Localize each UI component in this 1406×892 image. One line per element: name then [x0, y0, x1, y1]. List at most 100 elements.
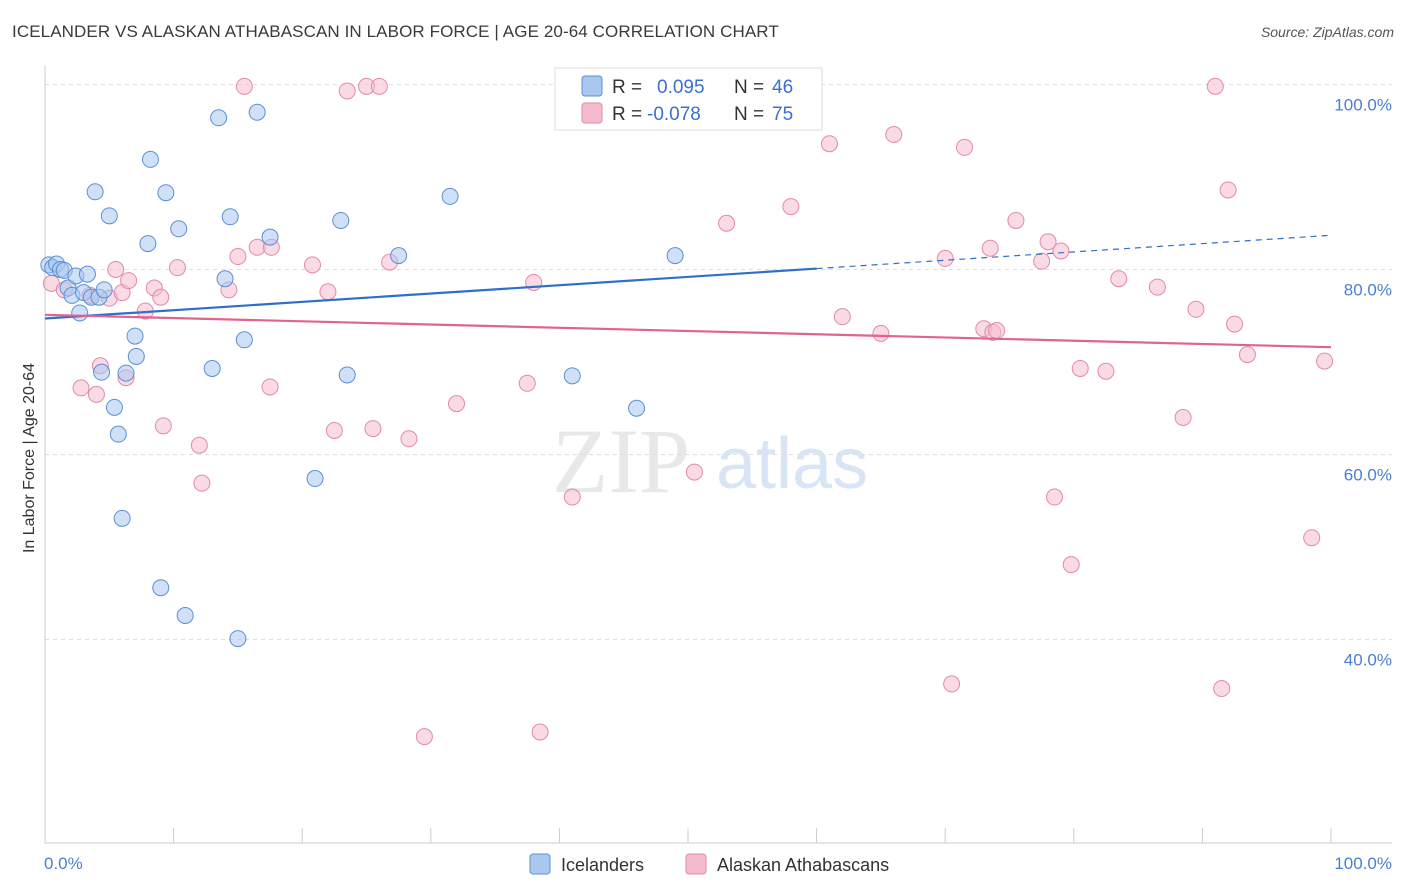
data-point — [78, 265, 96, 283]
legend-r-value-2: -0.078 — [647, 104, 701, 125]
data-point — [319, 283, 337, 301]
data-point — [943, 675, 961, 693]
data-point — [955, 138, 973, 156]
data-point — [235, 331, 253, 349]
data-point — [1071, 359, 1089, 377]
data-point — [1148, 278, 1166, 296]
data-point — [117, 364, 135, 382]
watermark-atlas: atlas — [716, 424, 868, 504]
data-point — [139, 235, 157, 253]
legend-n-value-1: 46 — [772, 77, 793, 98]
data-point — [203, 359, 221, 377]
data-point — [1174, 409, 1192, 426]
data-point — [628, 399, 646, 417]
data-point — [261, 228, 279, 246]
data-point — [1187, 300, 1205, 318]
x-tick-label-min: 0.0% — [44, 854, 83, 873]
data-point — [100, 207, 118, 225]
bottom-legend-icelanders: Icelanders — [561, 855, 644, 875]
legend-n-label-2: N = — [734, 104, 764, 125]
legend-swatch-athabascans — [581, 102, 603, 124]
data-point — [126, 327, 144, 345]
data-point — [216, 270, 234, 288]
data-point — [1226, 315, 1244, 333]
athabascans-trend-line — [44, 313, 1332, 349]
legend-r-label-1: R = — [612, 77, 642, 98]
bottom-swatch-athabascans — [685, 853, 707, 875]
x-tick-labels: 0.0% 100.0% — [44, 854, 1392, 873]
data-point — [370, 77, 388, 95]
alaskan-athabascans-points — [42, 77, 1334, 746]
correlation-legend: R = 0.095 N = 46 R = -0.078 N = 75 — [554, 67, 823, 131]
data-point — [872, 324, 890, 342]
data-point — [685, 463, 703, 481]
y-tick-label: 100.0% — [1334, 96, 1392, 115]
data-point — [1046, 488, 1064, 506]
legend-r-label-2: R = — [612, 104, 642, 125]
y-tick-label: 60.0% — [1344, 466, 1392, 485]
data-point — [415, 728, 433, 746]
data-point — [981, 239, 999, 257]
data-point — [306, 470, 324, 488]
data-point — [390, 247, 408, 265]
data-point — [127, 347, 145, 365]
data-point — [154, 417, 172, 435]
data-point — [1316, 352, 1334, 370]
data-point — [248, 103, 266, 121]
data-point — [221, 208, 239, 226]
data-point — [107, 261, 125, 278]
data-point — [235, 77, 253, 95]
data-point — [72, 379, 90, 397]
data-point — [441, 187, 459, 205]
y-tick-label: 40.0% — [1344, 651, 1392, 670]
data-point — [1052, 242, 1070, 260]
data-point — [261, 378, 279, 396]
data-point — [448, 395, 466, 413]
data-point — [782, 198, 800, 216]
data-point — [152, 288, 170, 306]
data-point — [563, 367, 581, 385]
data-point — [1206, 77, 1224, 95]
data-point — [1303, 529, 1321, 547]
x-ticks — [44, 828, 1332, 843]
y-tick-labels: 40.0% 60.0% 80.0% 100.0% — [1334, 96, 1392, 670]
data-point — [168, 259, 186, 277]
data-point — [332, 211, 350, 229]
legend-r-value-1: 0.095 — [657, 77, 705, 98]
data-point — [113, 509, 131, 527]
data-point — [718, 214, 736, 232]
data-point — [885, 125, 903, 143]
data-point — [364, 420, 382, 438]
data-point — [531, 723, 549, 741]
data-point — [518, 374, 536, 392]
data-point — [152, 579, 170, 597]
data-point — [95, 281, 113, 299]
bottom-legend-athabascans: Alaskan Athabascans — [717, 855, 889, 875]
data-point — [176, 606, 194, 624]
data-point — [109, 425, 127, 443]
data-point — [229, 248, 247, 266]
data-point — [303, 256, 321, 274]
data-point — [1007, 211, 1025, 229]
data-point — [157, 184, 175, 202]
data-point — [1039, 233, 1057, 251]
data-point — [563, 488, 581, 506]
icelanders-trend-line — [44, 267, 817, 320]
data-point — [87, 385, 105, 403]
data-point — [338, 82, 356, 100]
x-tick-label-max: 100.0% — [1334, 854, 1392, 873]
data-point — [1213, 680, 1231, 698]
data-point — [1110, 270, 1128, 288]
data-point — [1219, 181, 1237, 199]
data-point — [248, 238, 266, 256]
legend-n-value-2: 75 — [772, 104, 793, 125]
y-tick-label: 80.0% — [1344, 281, 1392, 300]
data-point — [820, 135, 838, 153]
data-point — [338, 366, 356, 384]
data-point — [325, 421, 343, 439]
data-point — [833, 308, 851, 326]
axes — [44, 66, 1392, 844]
y-gridlines — [45, 84, 1392, 640]
data-point — [170, 220, 188, 238]
